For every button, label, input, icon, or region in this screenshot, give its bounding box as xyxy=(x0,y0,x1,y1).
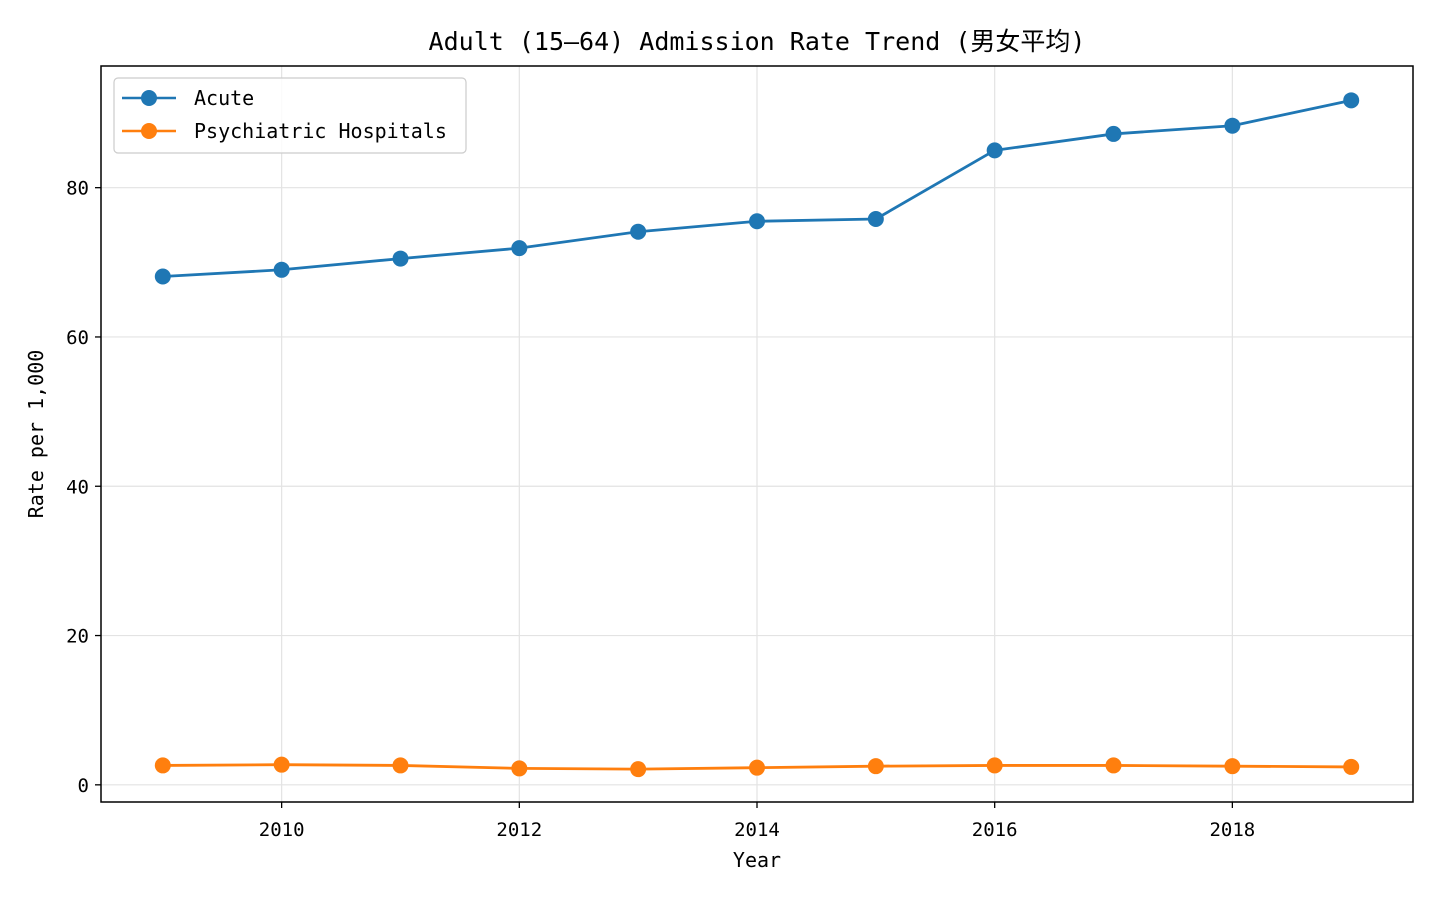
x-tick-label: 2014 xyxy=(734,819,780,841)
data-point-psychiatric-hospitals xyxy=(1105,757,1122,774)
data-point-acute xyxy=(749,213,765,230)
x-tick-label: 2018 xyxy=(1209,819,1255,841)
x-tick-label: 2012 xyxy=(496,819,542,841)
y-tick-label: 60 xyxy=(66,327,89,349)
y-tick-label: 20 xyxy=(66,626,89,648)
data-point-psychiatric-hospitals xyxy=(392,757,409,774)
x-axis-label: Year xyxy=(733,848,781,872)
data-point-psychiatric-hospitals xyxy=(511,760,528,777)
legend-label-acute: Acute xyxy=(194,86,254,110)
data-point-acute xyxy=(1224,117,1241,134)
legend-marker-psychiatric xyxy=(141,123,157,139)
data-point-psychiatric-hospitals xyxy=(154,757,171,774)
data-point-psychiatric-hospitals xyxy=(273,756,290,773)
data-point-psychiatric-hospitals xyxy=(986,757,1003,774)
data-point-psychiatric-hospitals xyxy=(749,759,765,776)
data-point-psychiatric-hospitals xyxy=(630,761,647,778)
legend: Acute Psychiatric Hospitals xyxy=(113,77,467,154)
tick-layer: 2010 2012 2014 2016 2018 0 20 40 60 80 xyxy=(66,178,1255,841)
y-axis-label: Rate per 1,000 xyxy=(24,350,48,519)
data-point-acute xyxy=(511,240,528,257)
y-tick-label: 0 xyxy=(78,775,89,797)
legend-label-psychiatric: Psychiatric Hospitals xyxy=(194,119,447,143)
data-point-acute xyxy=(867,211,884,228)
data-point-psychiatric-hospitals xyxy=(1343,758,1360,775)
data-point-acute xyxy=(1105,125,1122,142)
data-point-acute xyxy=(273,261,290,278)
data-point-acute xyxy=(986,142,1003,159)
grid-layer xyxy=(101,66,1413,802)
x-tick-label: 2010 xyxy=(259,819,305,841)
y-tick-label: 40 xyxy=(66,476,89,498)
data-point-acute xyxy=(154,268,171,285)
data-point-acute xyxy=(1343,92,1360,109)
chart-title: Adult (15–64) Admission Rate Trend (男女平均… xyxy=(429,27,1086,56)
x-tick-label: 2016 xyxy=(972,819,1018,841)
data-point-acute xyxy=(392,250,409,267)
legend-box xyxy=(113,77,467,154)
data-point-psychiatric-hospitals xyxy=(1224,758,1241,775)
data-point-acute xyxy=(630,223,647,240)
data-point-psychiatric-hospitals xyxy=(867,758,884,775)
y-tick-label: 80 xyxy=(66,178,89,200)
legend-marker-acute xyxy=(141,90,157,106)
series-layer xyxy=(154,92,1360,778)
